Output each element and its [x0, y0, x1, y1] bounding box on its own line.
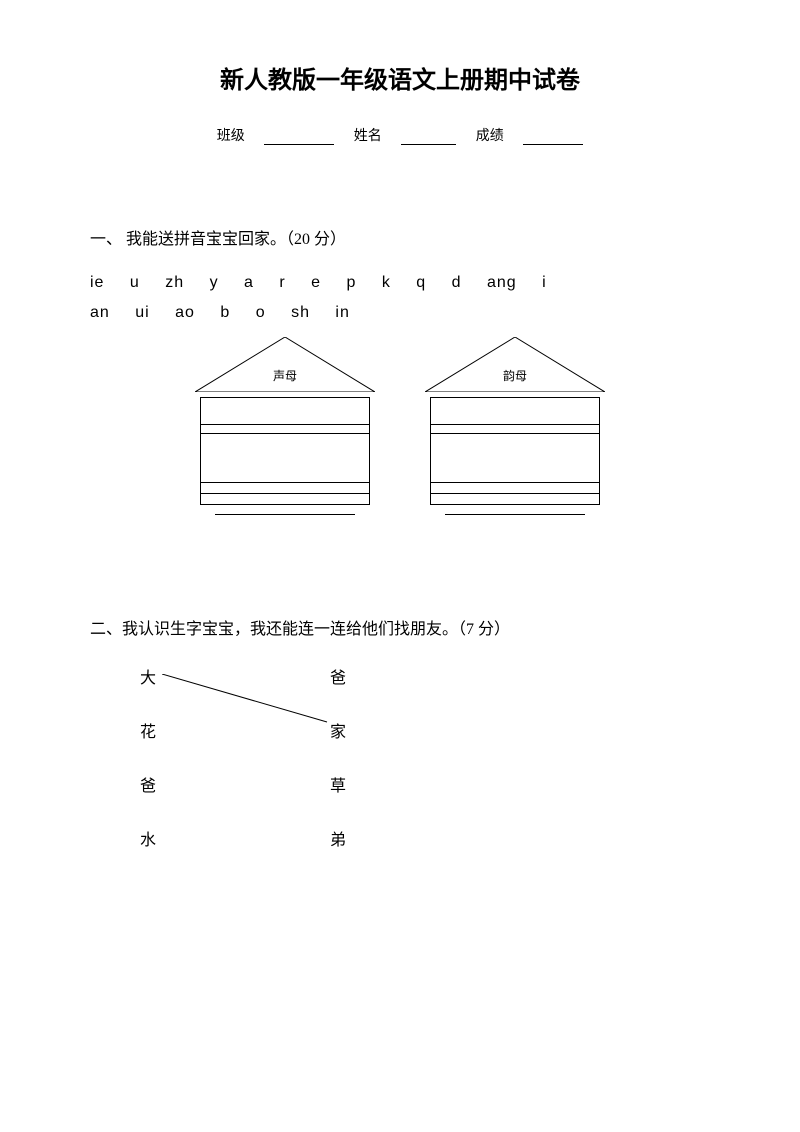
match-connecting-line	[162, 674, 342, 734]
score-label: 成绩	[476, 125, 504, 145]
house-underline	[445, 514, 585, 515]
house-underline	[215, 514, 355, 515]
house-left: 声母	[195, 337, 375, 515]
match-right-char: 草	[330, 772, 360, 796]
house-row	[430, 493, 600, 505]
house-row	[200, 433, 370, 483]
match-area[interactable]: 大 爸 花 家 爸 草 水 弟	[140, 664, 710, 850]
match-left-char: 水	[140, 826, 170, 850]
roof-right-label: 韵母	[503, 367, 527, 384]
match-row: 水 弟	[140, 826, 710, 850]
section2-header: 二、我认识生字宝宝，我还能连一连给他们找朋友。（7 分）	[90, 615, 710, 639]
house-left-body[interactable]	[200, 397, 370, 515]
name-label: 姓名	[354, 125, 382, 145]
houses-container: 声母 韵母	[90, 337, 710, 515]
score-blank[interactable]	[523, 129, 583, 145]
class-blank[interactable]	[264, 129, 334, 145]
pinyin-line-2: an ui ao b o sh in	[90, 304, 710, 322]
section1-header: 一、 我能送拼音宝宝回家。（20 分）	[90, 225, 710, 249]
house-row	[430, 397, 600, 425]
house-row	[200, 493, 370, 505]
student-info-line: 班级 姓名 成绩	[90, 125, 710, 145]
roof-right: 韵母	[425, 337, 605, 392]
match-left-char: 爸	[140, 772, 170, 796]
house-right-body[interactable]	[430, 397, 600, 515]
name-blank[interactable]	[401, 129, 456, 145]
match-right-char: 弟	[330, 826, 360, 850]
document-title: 新人教版一年级语文上册期中试卷	[90, 60, 710, 95]
house-row	[200, 397, 370, 425]
roof-left: 声母	[195, 337, 375, 392]
pinyin-line-1: ie u zh y a r e p k q d ang i	[90, 274, 710, 292]
roof-left-label: 声母	[273, 367, 297, 384]
match-row: 爸 草	[140, 772, 710, 796]
house-row	[430, 433, 600, 483]
house-right: 韵母	[425, 337, 605, 515]
class-label: 班级	[217, 125, 245, 145]
